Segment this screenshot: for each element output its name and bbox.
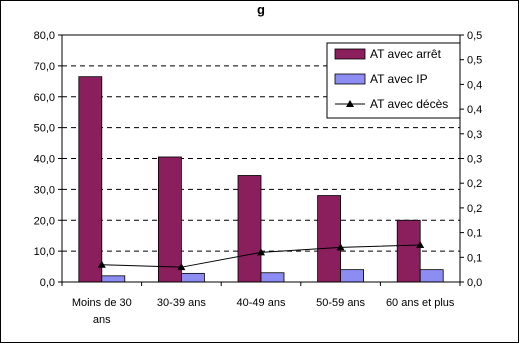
legend-marker-deces xyxy=(346,100,354,107)
right-tick-label: 0,1 xyxy=(467,228,482,240)
right-axis-ticks: 0,0 0,1 0,1 0,2 0,2 0,3 0,3 0,4 0,4 0,5 0,5 xyxy=(460,30,482,289)
chart-title: g xyxy=(257,2,265,17)
left-tick-label: 70,0 xyxy=(34,61,55,73)
deaths-marker xyxy=(416,240,425,248)
bar-arret xyxy=(157,156,182,283)
left-tick-label: 30,0 xyxy=(34,184,55,196)
bar-arret xyxy=(317,195,342,283)
left-tick-label: 60,0 xyxy=(34,92,55,104)
legend-swatch-arret xyxy=(334,48,366,60)
legend-label-arret: AT avec arrêt xyxy=(370,47,442,61)
x-tick-label: Moins de 30 xyxy=(72,297,132,309)
x-tick-label: ans xyxy=(93,314,111,326)
bar-arret xyxy=(396,219,421,283)
bar-arret xyxy=(78,76,103,283)
legend-label-ip: AT avec IP xyxy=(370,72,428,86)
legend-swatch-ip xyxy=(334,73,366,85)
left-axis-ticks: 0,0 10,0 20,0 30,0 40,0 50,0 60,0 70,0 80,0 xyxy=(34,30,62,289)
x-tick-label: 40-49 ans xyxy=(237,297,286,309)
deaths-marker xyxy=(97,260,106,268)
bar-arret xyxy=(237,175,262,283)
deaths-marker xyxy=(257,248,265,256)
x-tick-label: 60 ans et plus xyxy=(386,297,455,309)
deaths-marker xyxy=(336,243,345,251)
right-tick-label: 0,0 xyxy=(467,277,482,289)
x-tick-label: 50-59 ans xyxy=(316,297,365,309)
bar-ip xyxy=(340,269,365,283)
legend: AT avec arrêt AT avec IP AT avec décès xyxy=(326,42,461,119)
x-tick-label: 30-39 ans xyxy=(157,297,206,309)
x-axis-ticks: Moins de 30 ans 30-39 ans 40-49 ans 50-59 an… xyxy=(61,282,461,326)
deaths-marker xyxy=(177,263,186,271)
bar-ip xyxy=(101,275,126,283)
bar-ip xyxy=(260,272,285,283)
right-tick-label: 0,4 xyxy=(467,79,482,91)
right-tick-label: 0,3 xyxy=(467,129,482,141)
right-tick-label: 0,3 xyxy=(467,154,482,166)
left-tick-label: 50,0 xyxy=(34,123,55,135)
right-tick-label: 0,2 xyxy=(467,178,482,190)
right-tick-label: 0,1 xyxy=(467,252,482,264)
right-tick-label: 0,2 xyxy=(467,203,482,215)
bar-ip xyxy=(180,272,205,283)
left-tick-label: 20,0 xyxy=(34,215,55,227)
left-tick-label: 0,0 xyxy=(40,277,55,289)
deaths-line-series xyxy=(97,240,425,271)
legend-label-deces: AT avec décès xyxy=(370,97,448,111)
right-tick-label: 0,5 xyxy=(467,30,482,42)
right-tick-label: 0,5 xyxy=(467,55,482,67)
right-tick-label: 0,4 xyxy=(467,104,482,116)
left-tick-label: 10,0 xyxy=(34,246,55,258)
bar-ip xyxy=(419,269,444,283)
left-tick-label: 40,0 xyxy=(34,154,55,166)
left-tick-label: 80,0 xyxy=(34,30,55,42)
